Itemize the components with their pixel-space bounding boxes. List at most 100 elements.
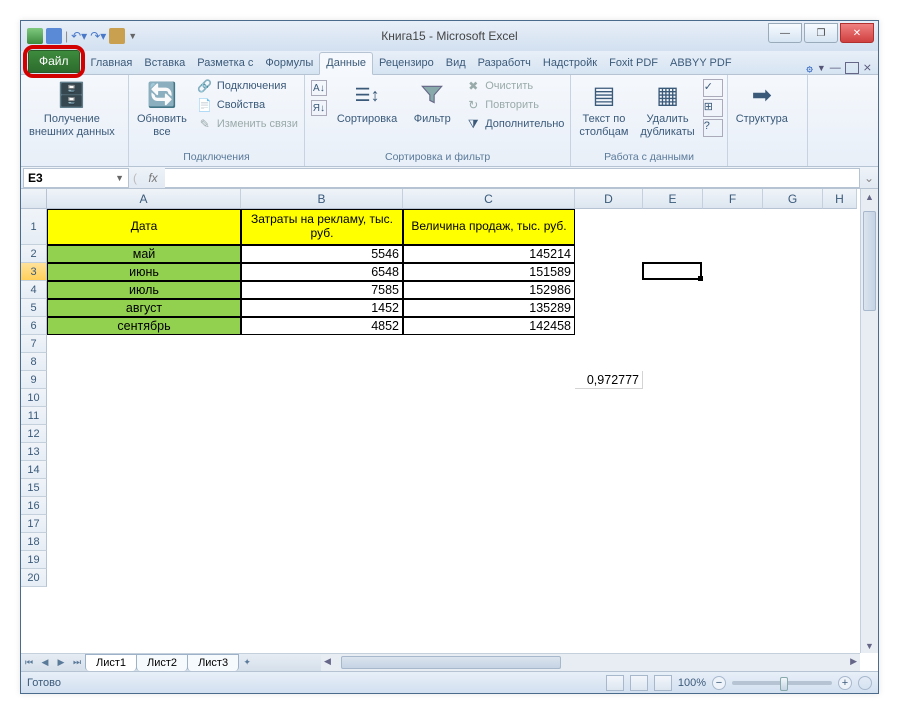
row-header-18[interactable]: 18 <box>21 533 47 551</box>
fx-cancel-icon[interactable]: ( <box>129 171 141 185</box>
cell-C4[interactable]: 152986 <box>403 281 575 299</box>
save-icon[interactable] <box>46 28 62 44</box>
row-header-15[interactable]: 15 <box>21 479 47 497</box>
horizontal-scrollbar[interactable]: ◀ ▶ <box>321 653 860 671</box>
vscroll-down-icon[interactable]: ▼ <box>861 641 878 651</box>
cell-B6[interactable]: 4852 <box>241 317 403 335</box>
cell-B4[interactable]: 7585 <box>241 281 403 299</box>
ribbon-tab-4[interactable]: Данные <box>319 52 373 75</box>
cell-A4[interactable]: июль <box>47 281 241 299</box>
cell-header-2[interactable]: Величина продаж, тыс. руб. <box>403 209 575 245</box>
redo-icon[interactable]: ↷▾ <box>90 29 106 43</box>
hscroll-left-icon[interactable]: ◀ <box>324 656 331 667</box>
sort-asc-button[interactable]: А↓ <box>309 79 329 97</box>
row-header-12[interactable]: 12 <box>21 425 47 443</box>
cell-B5[interactable]: 1452 <box>241 299 403 317</box>
ribbon-tab-7[interactable]: Разработч <box>472 53 537 74</box>
fx-icon[interactable]: fx <box>141 171 165 185</box>
sheet-nav-next[interactable]: ▶ <box>53 657 69 668</box>
row-header-19[interactable]: 19 <box>21 551 47 569</box>
edit-links-btn[interactable]: ✎Изменить связи <box>195 115 300 133</box>
mdi-min-icon[interactable]: — <box>830 62 841 74</box>
cell-B3[interactable]: 6548 <box>241 263 403 281</box>
sheet-tab-0[interactable]: Лист1 <box>85 654 137 671</box>
remove-dup-button[interactable]: ▦ Удалить дубликаты <box>636 77 698 140</box>
col-header-F[interactable]: F <box>703 189 763 209</box>
view-layout-button[interactable] <box>630 675 648 691</box>
cell-header-1[interactable]: Затраты на рекламу, тыс. руб. <box>241 209 403 245</box>
row-header-14[interactable]: 14 <box>21 461 47 479</box>
col-header-D[interactable]: D <box>575 189 643 209</box>
reapply-filter-btn[interactable]: ↻Повторить <box>463 96 566 114</box>
new-sheet-icon[interactable]: ✦ <box>239 657 255 668</box>
ribbon-tab-6[interactable]: Вид <box>440 53 472 74</box>
row-header-20[interactable]: 20 <box>21 569 47 587</box>
filter-button[interactable]: Фильтр <box>405 77 459 128</box>
row-header-10[interactable]: 10 <box>21 389 47 407</box>
cell-C5[interactable]: 135289 <box>403 299 575 317</box>
fx-expand-icon[interactable]: ⌄ <box>860 171 878 185</box>
row-header-3[interactable]: 3 <box>21 263 47 281</box>
cell-C3[interactable]: 151589 <box>403 263 575 281</box>
maximize-button[interactable]: ❐ <box>804 23 838 43</box>
row-header-17[interactable]: 17 <box>21 515 47 533</box>
datavalidation-icon[interactable]: ✓ <box>703 79 723 97</box>
cell-C6[interactable]: 142458 <box>403 317 575 335</box>
cell-B2[interactable]: 5546 <box>241 245 403 263</box>
cell-header-0[interactable]: Дата <box>47 209 241 245</box>
ribbon-tab-9[interactable]: Foxit PDF <box>603 53 664 74</box>
advanced-filter-btn[interactable]: ⧩Дополнительно <box>463 115 566 133</box>
help-dropdown-icon[interactable]: ▼ <box>817 63 826 73</box>
properties-btn[interactable]: 📄Свойства <box>195 96 300 114</box>
text-to-columns-button[interactable]: ▤ Текст по столбцам <box>575 77 632 140</box>
vscroll-up-icon[interactable]: ▲ <box>861 189 878 202</box>
col-header-E[interactable]: E <box>643 189 703 209</box>
ribbon-tab-0[interactable]: Главная <box>85 53 139 74</box>
refresh-all-button[interactable]: 🔄 Обновить все <box>133 77 191 140</box>
whatif-icon[interactable]: ? <box>703 119 723 137</box>
ribbon-tab-5[interactable]: Рецензиро <box>373 53 440 74</box>
row-header-16[interactable]: 16 <box>21 497 47 515</box>
select-all-corner[interactable] <box>21 189 47 209</box>
clear-filter-btn[interactable]: ✖Очистить <box>463 77 566 95</box>
cell-A6[interactable]: сентябрь <box>47 317 241 335</box>
vscroll-thumb[interactable] <box>863 211 876 311</box>
col-header-A[interactable]: A <box>47 189 241 209</box>
view-break-button[interactable] <box>654 675 672 691</box>
qat-dropdown-icon[interactable]: ▼ <box>128 31 137 41</box>
sort-desc-button[interactable]: Я↓ <box>309 99 329 117</box>
row-header-8[interactable]: 8 <box>21 353 47 371</box>
col-header-B[interactable]: B <box>241 189 403 209</box>
zoom-in-button[interactable]: + <box>838 676 852 690</box>
zoom-fit-icon[interactable] <box>858 676 872 690</box>
ribbon-tab-8[interactable]: Надстройк <box>537 53 603 74</box>
ribbon-tab-10[interactable]: ABBYY PDF <box>664 53 738 74</box>
formula-input[interactable] <box>165 168 860 188</box>
close-button[interactable]: ✕ <box>840 23 874 43</box>
name-box-dropdown-icon[interactable]: ▼ <box>115 173 124 183</box>
cell-D9[interactable]: 0,972777 <box>575 371 643 389</box>
consolidate-icon[interactable]: ⊞ <box>703 99 723 117</box>
mdi-restore-icon[interactable] <box>845 62 859 74</box>
ribbon-tab-1[interactable]: Вставка <box>138 53 191 74</box>
row-header-13[interactable]: 13 <box>21 443 47 461</box>
zoom-out-button[interactable]: − <box>712 676 726 690</box>
row-header-11[interactable]: 11 <box>21 407 47 425</box>
sheet-tab-1[interactable]: Лист2 <box>136 654 188 671</box>
row-header-5[interactable]: 5 <box>21 299 47 317</box>
sheet-tab-2[interactable]: Лист3 <box>187 654 239 671</box>
undo-icon[interactable]: ↶▾ <box>71 29 87 43</box>
col-header-G[interactable]: G <box>763 189 823 209</box>
hscroll-thumb[interactable] <box>341 656 561 669</box>
sheet-nav-last[interactable]: ⏭ <box>69 657 85 668</box>
view-normal-button[interactable] <box>606 675 624 691</box>
sheet-nav-first[interactable]: ⏮ <box>21 657 37 668</box>
row-header-4[interactable]: 4 <box>21 281 47 299</box>
ribbon-tab-2[interactable]: Разметка с <box>191 53 259 74</box>
row-header-9[interactable]: 9 <box>21 371 47 389</box>
ribbon-tab-3[interactable]: Формулы <box>259 53 319 74</box>
col-header-H[interactable]: H <box>823 189 857 209</box>
cell-A3[interactable]: июнь <box>47 263 241 281</box>
cells[interactable]: ДатаЗатраты на рекламу, тыс. руб.Величин… <box>47 209 860 653</box>
sort-button[interactable]: ☰↕ Сортировка <box>333 77 401 128</box>
